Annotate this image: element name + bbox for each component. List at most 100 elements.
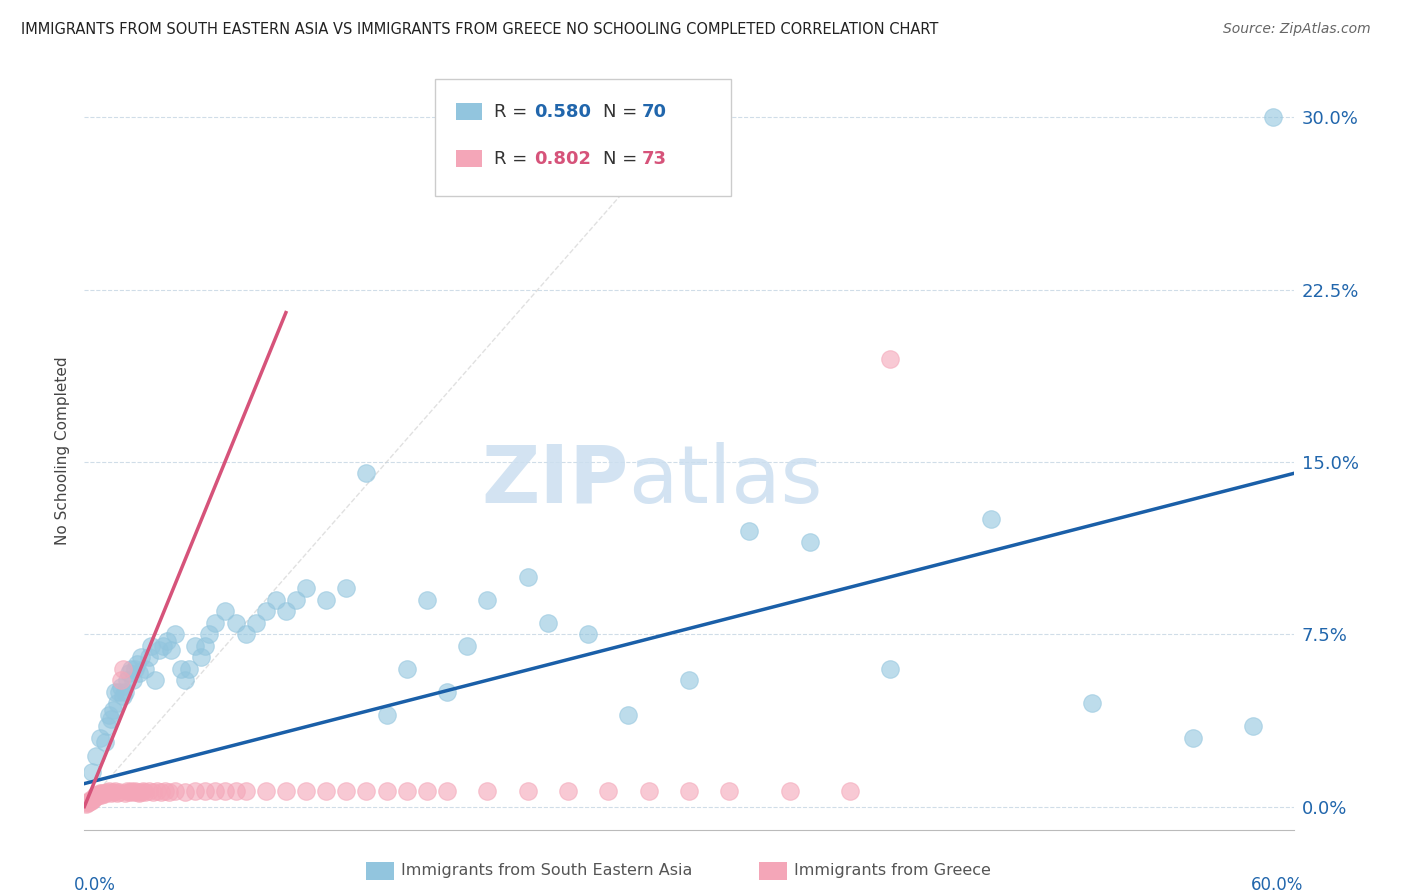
Point: [1263, 111, 1285, 125]
Point: [194, 783, 217, 797]
Point: [225, 783, 247, 797]
Point: [142, 785, 165, 799]
Point: [80, 794, 103, 808]
Text: Source: ZipAtlas.com: Source: ZipAtlas.com: [1223, 22, 1371, 37]
Point: [879, 351, 901, 366]
Point: [335, 783, 357, 797]
Point: [82, 793, 104, 807]
Point: [124, 662, 146, 676]
Point: [194, 639, 217, 653]
Point: [315, 592, 337, 607]
Point: [174, 673, 197, 688]
Point: [799, 535, 821, 549]
Point: [89, 787, 111, 801]
Point: [118, 666, 141, 681]
Point: [128, 786, 150, 800]
Point: [93, 786, 115, 800]
Point: [214, 604, 236, 618]
Point: [152, 639, 174, 653]
Point: [139, 639, 162, 653]
Point: [124, 783, 146, 797]
Point: [96, 719, 118, 733]
Point: [76, 796, 98, 810]
Text: R =: R =: [495, 103, 533, 120]
Point: [104, 783, 127, 797]
Point: [89, 786, 111, 800]
Point: [285, 592, 308, 607]
Point: [576, 627, 599, 641]
Point: [557, 783, 579, 797]
Text: 70: 70: [641, 103, 666, 120]
Point: [101, 785, 124, 799]
Text: N =: N =: [603, 150, 643, 168]
Point: [395, 662, 418, 676]
Point: [617, 707, 640, 722]
Point: [97, 783, 120, 797]
Point: [114, 786, 136, 800]
Point: [114, 684, 136, 698]
Text: IMMIGRANTS FROM SOUTH EASTERN ASIA VS IMMIGRANTS FROM GREECE NO SCHOOLING COMPLE: IMMIGRANTS FROM SOUTH EASTERN ASIA VS IM…: [21, 22, 938, 37]
Point: [718, 783, 741, 797]
Point: [91, 786, 114, 800]
Point: [204, 783, 226, 797]
Point: [125, 785, 148, 799]
Point: [89, 731, 111, 745]
Point: [416, 592, 439, 607]
Point: [115, 673, 138, 688]
Point: [77, 795, 100, 809]
Point: [110, 673, 132, 688]
Point: [111, 662, 134, 676]
FancyBboxPatch shape: [456, 103, 482, 120]
Point: [174, 785, 197, 799]
Text: Immigrants from Greece: Immigrants from Greece: [794, 863, 991, 878]
Point: [111, 690, 134, 704]
Point: [254, 783, 277, 797]
Point: [204, 615, 226, 630]
Point: [84, 790, 107, 805]
Point: [225, 615, 247, 630]
Point: [75, 797, 97, 812]
FancyBboxPatch shape: [434, 79, 731, 196]
Point: [129, 785, 152, 799]
Point: [165, 783, 187, 797]
Point: [129, 650, 152, 665]
Point: [121, 785, 143, 799]
Point: [779, 783, 801, 797]
Point: [86, 789, 108, 804]
Point: [138, 650, 160, 665]
Point: [477, 783, 499, 797]
Point: [184, 639, 207, 653]
Point: [598, 783, 620, 797]
Point: [637, 783, 659, 797]
Point: [93, 787, 115, 801]
Point: [516, 570, 538, 584]
Point: [375, 707, 398, 722]
Point: [456, 639, 478, 653]
Point: [190, 650, 212, 665]
Point: [90, 788, 112, 802]
Text: 73: 73: [641, 150, 666, 168]
Point: [86, 788, 108, 802]
Point: [148, 643, 170, 657]
Text: N =: N =: [603, 103, 643, 120]
Text: atlas: atlas: [628, 442, 823, 520]
Point: [121, 673, 143, 688]
Text: R =: R =: [495, 150, 533, 168]
Point: [839, 783, 862, 797]
Point: [146, 783, 169, 797]
Point: [156, 634, 179, 648]
Point: [170, 662, 193, 676]
Point: [214, 783, 236, 797]
Point: [153, 783, 176, 797]
Point: [105, 786, 128, 800]
Point: [1181, 731, 1204, 745]
Point: [157, 785, 180, 799]
Point: [179, 662, 201, 676]
Point: [93, 735, 115, 749]
Text: 0.0%: 0.0%: [75, 876, 117, 892]
Point: [264, 592, 287, 607]
Point: [115, 783, 138, 797]
Point: [107, 684, 129, 698]
Text: 0.580: 0.580: [534, 103, 591, 120]
Text: Immigrants from South Eastern Asia: Immigrants from South Eastern Asia: [401, 863, 692, 878]
